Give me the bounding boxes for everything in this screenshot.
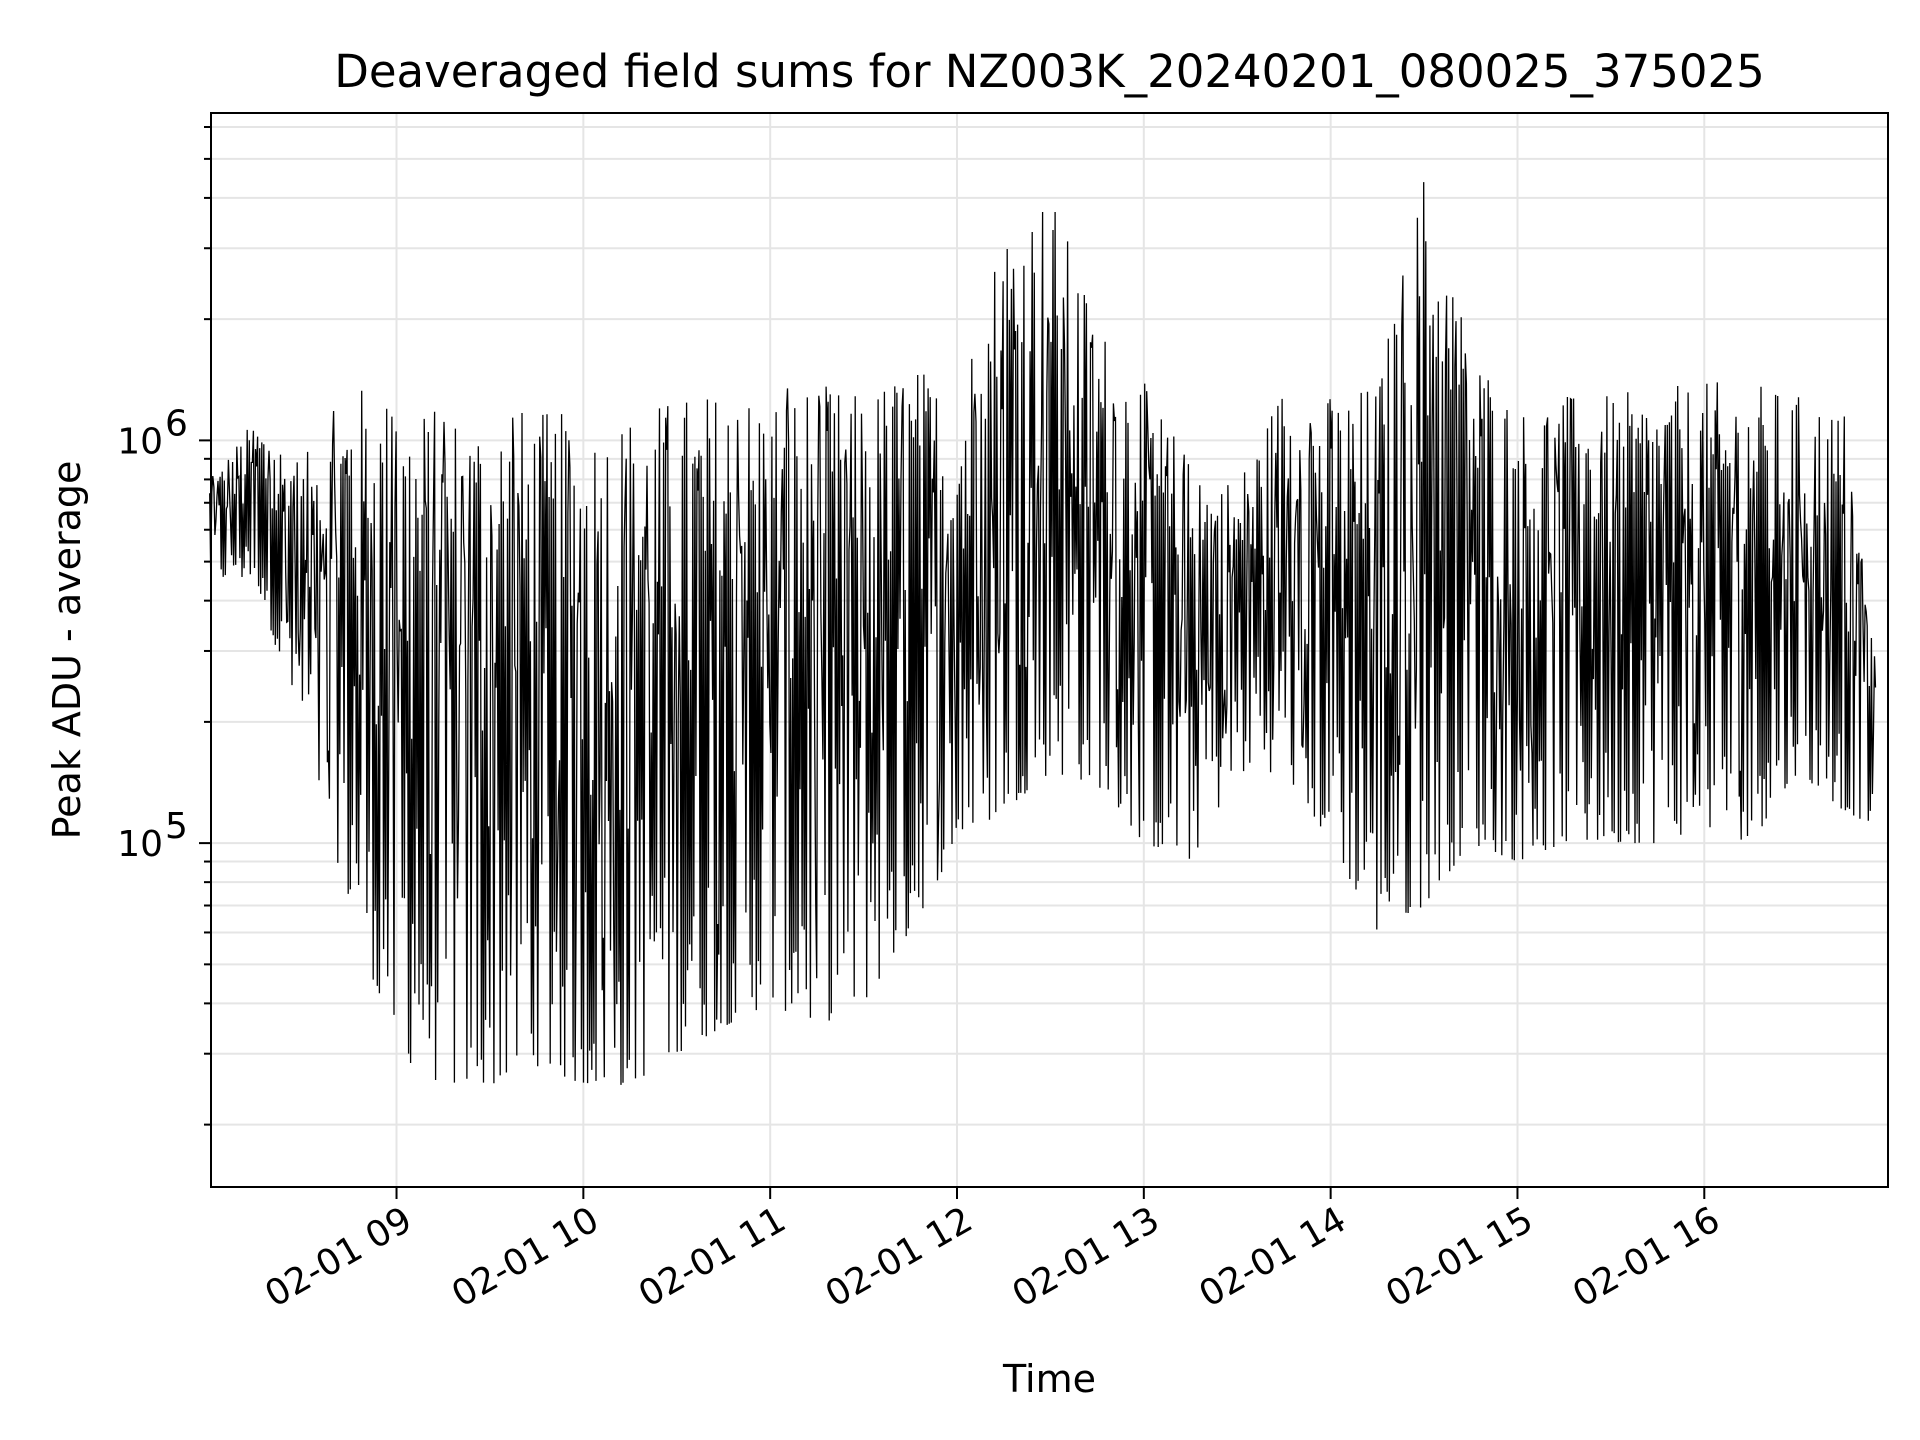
y-tick-label: 10 6	[117, 403, 188, 462]
series-line-path	[209, 182, 1877, 1085]
y-tick-label: 10 5	[117, 806, 188, 865]
series-line	[209, 182, 1877, 1085]
y-tick-exponent: 5	[165, 806, 188, 847]
chart-title: Deaveraged field sums for NZ003K_2024020…	[334, 45, 1765, 98]
y-tick-exponent: 6	[165, 403, 188, 444]
y-tick-base: 10	[117, 421, 163, 462]
y-tick-base: 10	[117, 824, 163, 865]
y-axis-label: Peak ADU - average	[45, 461, 89, 840]
x-axis-label: Time	[1002, 1357, 1096, 1401]
